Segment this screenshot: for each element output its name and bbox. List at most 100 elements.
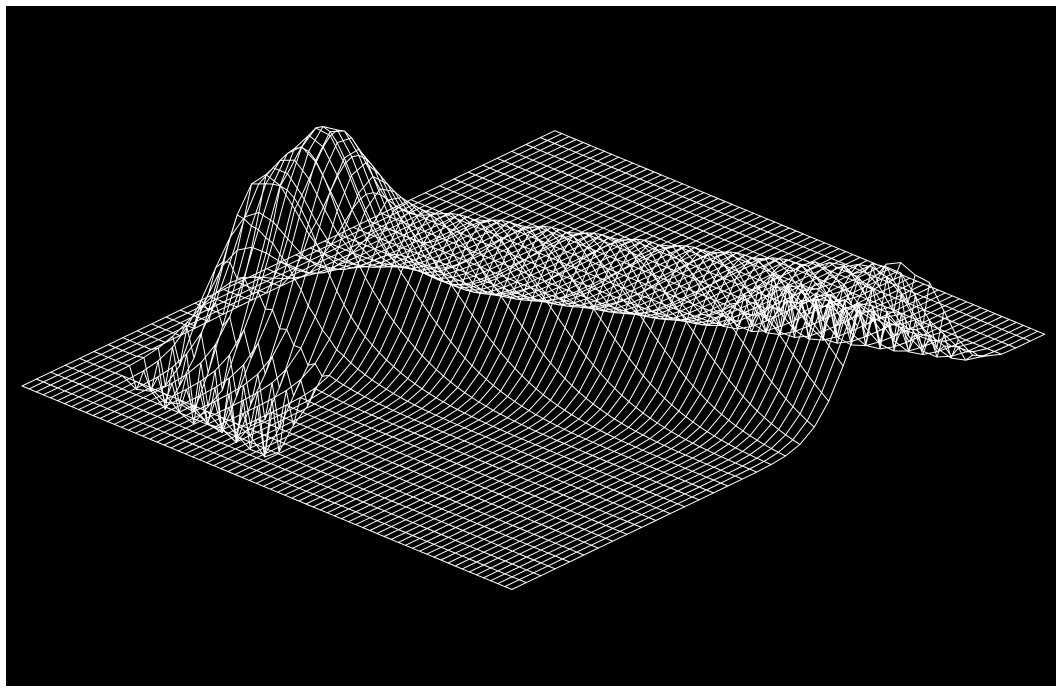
mesh-line-x bbox=[569, 510, 578, 515]
mesh-line-x bbox=[468, 571, 477, 576]
mesh-line-x bbox=[979, 332, 988, 337]
mesh-line-y bbox=[915, 324, 931, 331]
mesh-line-y bbox=[750, 322, 767, 334]
mesh-line-x bbox=[596, 173, 605, 178]
mesh-line-y bbox=[843, 264, 859, 280]
mesh-line-x bbox=[342, 401, 351, 407]
mesh-line-y bbox=[405, 525, 421, 533]
mesh-line-x bbox=[413, 458, 422, 463]
mesh-line-y bbox=[568, 154, 584, 163]
mesh-line-x bbox=[428, 438, 437, 443]
mesh-line-y bbox=[609, 274, 625, 283]
mesh-line-y bbox=[374, 228, 390, 237]
mesh-line-y bbox=[455, 520, 471, 528]
mesh-line-x bbox=[314, 363, 323, 377]
mesh-line-y bbox=[358, 245, 375, 261]
mesh-line-y bbox=[362, 494, 379, 503]
mesh-line-y bbox=[349, 450, 365, 459]
mesh-line-y bbox=[287, 276, 303, 279]
mesh-line-x bbox=[663, 444, 672, 450]
mesh-line-y bbox=[499, 420, 515, 430]
mesh-line-y bbox=[743, 296, 759, 314]
mesh-line-y bbox=[644, 302, 660, 310]
mesh-line-y bbox=[851, 336, 867, 342]
mesh-line-x bbox=[466, 248, 475, 253]
mesh-line-x bbox=[421, 388, 430, 394]
mesh-line-y bbox=[658, 281, 674, 306]
mesh-line-x bbox=[605, 537, 614, 542]
mesh-line-y bbox=[256, 463, 272, 471]
mesh-line-y bbox=[723, 283, 739, 292]
mesh-line-y bbox=[567, 180, 584, 189]
mesh-line-y bbox=[707, 312, 723, 353]
mesh-line-x bbox=[263, 473, 272, 477]
mesh-line-y bbox=[221, 346, 238, 391]
mesh-line-y bbox=[665, 307, 681, 321]
mesh-line-x bbox=[497, 583, 506, 588]
mesh-line-x bbox=[624, 223, 633, 228]
mesh-line-x bbox=[633, 524, 642, 528]
mesh-line-y bbox=[629, 239, 645, 258]
mesh-line-x bbox=[497, 557, 506, 562]
mesh-line-y bbox=[684, 460, 701, 469]
mesh-line-y bbox=[510, 182, 526, 191]
mesh-line-y bbox=[692, 431, 708, 444]
mesh-line-x bbox=[334, 464, 343, 468]
mesh-line-x bbox=[337, 163, 346, 177]
mesh-line-x bbox=[256, 431, 265, 436]
mesh-line-y bbox=[529, 226, 545, 233]
mesh-line-x bbox=[178, 424, 187, 429]
mesh-line-x bbox=[370, 440, 379, 445]
mesh-line-y bbox=[328, 401, 344, 411]
mesh-line-y bbox=[922, 315, 939, 323]
mesh-line-y bbox=[562, 526, 578, 534]
mesh-line-x bbox=[341, 479, 350, 484]
mesh-line-x bbox=[656, 441, 665, 446]
mesh-line-y bbox=[243, 373, 259, 386]
mesh-line-y bbox=[610, 210, 626, 219]
mesh-line-x bbox=[527, 505, 536, 510]
mesh-line-x bbox=[285, 417, 294, 422]
mesh-line-x bbox=[206, 449, 215, 454]
mesh-line-y bbox=[610, 198, 626, 206]
mesh-line-x bbox=[313, 455, 322, 460]
mesh-line-y bbox=[774, 240, 790, 249]
mesh-line-y bbox=[642, 455, 658, 464]
mesh-line-y bbox=[614, 357, 630, 389]
mesh-line-x bbox=[845, 276, 854, 281]
mesh-line-y bbox=[936, 333, 953, 342]
mesh-line-y bbox=[394, 261, 411, 267]
mesh-line-y bbox=[294, 260, 311, 269]
mesh-line-x bbox=[149, 400, 158, 405]
mesh-line-y bbox=[463, 471, 479, 480]
mesh-line-y bbox=[412, 489, 429, 498]
mesh-line-x bbox=[517, 217, 526, 222]
mesh-line-x bbox=[994, 325, 1003, 330]
mesh-line-x bbox=[378, 417, 387, 422]
mesh-line-x bbox=[413, 432, 422, 437]
mesh-line-y bbox=[628, 375, 644, 403]
mesh-line-y bbox=[552, 212, 569, 221]
mesh-line-y bbox=[594, 306, 610, 313]
mesh-line-x bbox=[609, 230, 618, 235]
mesh-line-x bbox=[277, 440, 286, 445]
mesh-line-y bbox=[441, 463, 458, 471]
mesh-line-y bbox=[342, 408, 358, 417]
mesh-line-x bbox=[814, 383, 823, 394]
mesh-line-x bbox=[371, 379, 380, 386]
mesh-line-x bbox=[563, 468, 572, 473]
mesh-line-y bbox=[478, 409, 494, 421]
mesh-line-y bbox=[617, 226, 633, 235]
mesh-line-y bbox=[674, 237, 690, 246]
mesh-line-x bbox=[837, 307, 846, 326]
mesh-line-x bbox=[648, 478, 657, 483]
mesh-line-y bbox=[908, 309, 925, 318]
mesh-line-y bbox=[595, 205, 612, 213]
mesh-line-y bbox=[800, 304, 817, 315]
mesh-line-x bbox=[228, 432, 237, 437]
mesh-line-y bbox=[507, 325, 523, 362]
mesh-line-y bbox=[588, 202, 605, 210]
mesh-line-y bbox=[724, 232, 740, 241]
mesh-line-x bbox=[887, 316, 896, 324]
mesh-line-y bbox=[588, 227, 604, 236]
